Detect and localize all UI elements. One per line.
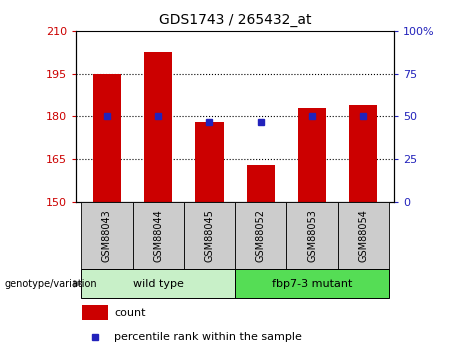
- Bar: [184, 202, 235, 269]
- Bar: [83, 305, 108, 320]
- Bar: [132, 202, 184, 269]
- Bar: [235, 269, 389, 298]
- Text: percentile rank within the sample: percentile rank within the sample: [114, 332, 302, 342]
- Bar: [235, 202, 286, 269]
- Text: GSM88043: GSM88043: [102, 209, 112, 262]
- Bar: [93, 74, 121, 202]
- Bar: [81, 202, 132, 269]
- Text: fbp7-3 mutant: fbp7-3 mutant: [272, 279, 352, 289]
- Bar: [298, 108, 326, 202]
- Text: GSM88044: GSM88044: [153, 209, 163, 262]
- Bar: [286, 202, 338, 269]
- Bar: [247, 165, 275, 202]
- Text: genotype/variation: genotype/variation: [5, 279, 97, 289]
- Bar: [338, 202, 389, 269]
- Title: GDS1743 / 265432_at: GDS1743 / 265432_at: [159, 13, 311, 27]
- Text: GSM88053: GSM88053: [307, 209, 317, 262]
- Text: count: count: [114, 308, 146, 318]
- Text: wild type: wild type: [133, 279, 183, 289]
- Bar: [195, 122, 224, 202]
- Bar: [349, 105, 378, 202]
- Bar: [81, 269, 235, 298]
- Text: GSM88045: GSM88045: [205, 209, 214, 262]
- Text: GSM88054: GSM88054: [358, 209, 368, 262]
- Bar: [144, 52, 172, 202]
- Text: GSM88052: GSM88052: [256, 209, 266, 262]
